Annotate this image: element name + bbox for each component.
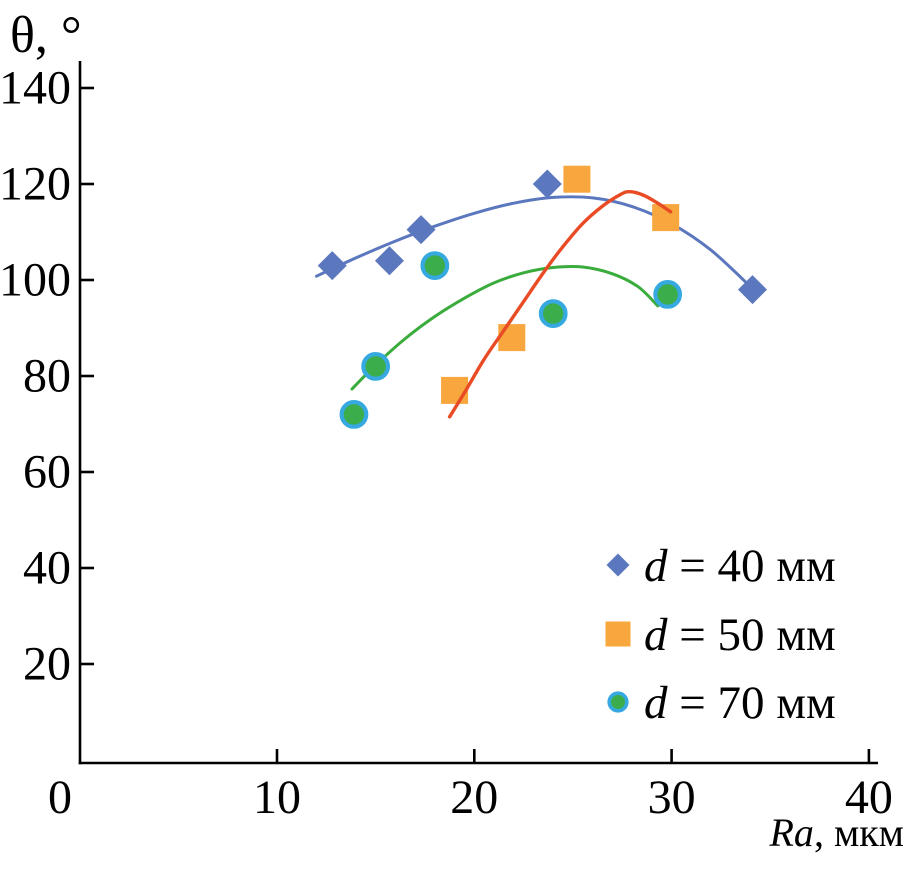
- series-d40-markers: [317, 169, 767, 305]
- legend-marker-circle: [607, 691, 629, 713]
- legend-label-variable: d: [644, 677, 668, 729]
- y-tick-label: 60: [23, 446, 71, 499]
- legend-label-value: = 40 мм: [668, 540, 836, 592]
- series-d50-trend-curve: [447, 189, 673, 419]
- series-d70-markers: [339, 251, 683, 429]
- legend-item-d70: d = 70 мм: [607, 677, 836, 729]
- x-tick-label: 10: [253, 771, 301, 824]
- legend-label-d70: d = 70 мм: [644, 677, 836, 729]
- data-point-d70: [653, 280, 683, 309]
- legend-label-value: = 70 мм: [668, 677, 836, 729]
- x-axis-title: Ra, мкм: [769, 810, 905, 855]
- legend-label-value: = 50 мм: [668, 609, 836, 661]
- legend-label-d50: d = 50 мм: [644, 609, 836, 661]
- trend-curve-d70: [350, 264, 660, 391]
- data-point-d70: [420, 251, 450, 281]
- y-tick-label: 100: [0, 254, 71, 307]
- data-point-d70: [361, 352, 391, 381]
- data-point-d70: [339, 400, 369, 429]
- y-axis-title: θ, °: [10, 7, 82, 64]
- x-tick-label: 30: [648, 771, 696, 824]
- x-tick-label: 0: [48, 771, 72, 824]
- legend: d = 40 ммd = 50 ммd = 70 мм: [605, 540, 836, 729]
- data-point-d50: [563, 165, 591, 193]
- x-tick-label: 20: [450, 771, 498, 824]
- y-tick-label: 120: [0, 158, 71, 211]
- axes: 20 40 60 80 100 120 140 0 10 20 30 40: [0, 61, 893, 824]
- series-d50-markers: [441, 165, 680, 404]
- legend-item-d40: d = 40 мм: [606, 540, 836, 592]
- legend-label-variable: d: [644, 540, 668, 592]
- y-tick-label: 80: [23, 350, 71, 403]
- data-point-d70: [538, 299, 568, 329]
- trend-curve-d40: [315, 195, 754, 291]
- legend-label-d40: d = 40 мм: [644, 540, 836, 592]
- y-tick-label: 40: [23, 542, 71, 595]
- y-tick-label: 20: [23, 638, 71, 691]
- legend-marker-diamond: [606, 553, 630, 577]
- data-point-d40: [532, 169, 562, 199]
- trend-curve-d50: [447, 189, 673, 419]
- data-point-d40: [374, 246, 404, 276]
- x-axis-title-unit: , мкм: [814, 810, 904, 855]
- data-point-d40: [317, 251, 347, 281]
- x-tick-label: 40: [845, 771, 893, 824]
- legend-item-d50: d = 50 мм: [605, 609, 836, 661]
- y-tick-label: 140: [0, 62, 71, 115]
- data-point-d40: [406, 215, 436, 245]
- legend-marker-square: [605, 621, 631, 647]
- data-point-d50: [498, 324, 526, 352]
- data-point-d50: [441, 376, 469, 404]
- data-point-d40: [737, 275, 767, 305]
- legend-label-variable: d: [644, 609, 668, 661]
- x-axis-title-variable: Ra: [769, 810, 814, 855]
